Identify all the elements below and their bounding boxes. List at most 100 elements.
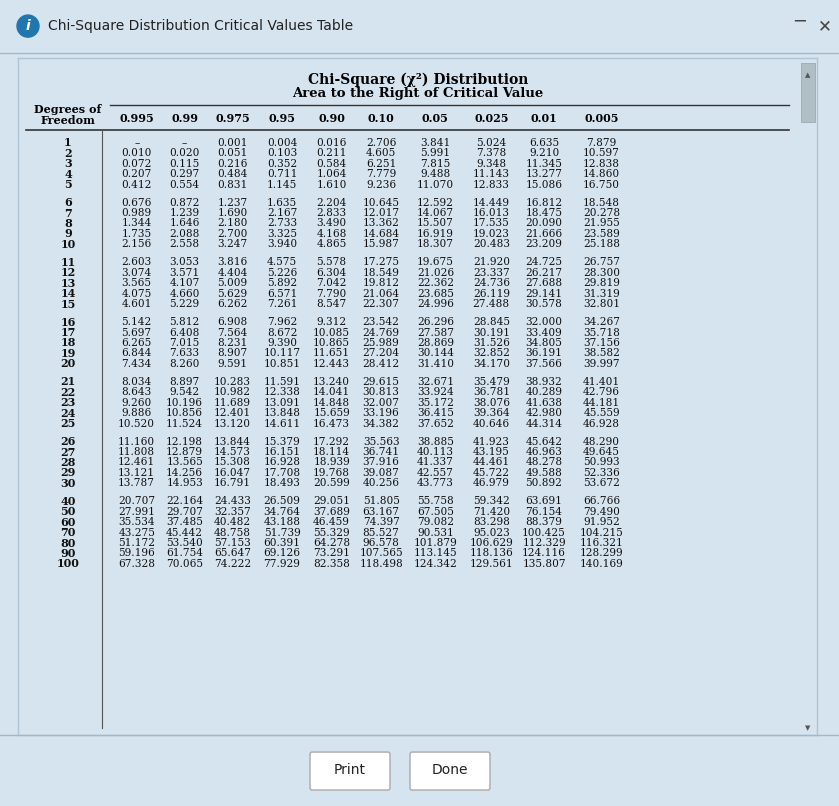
Text: 1.237: 1.237 (217, 197, 248, 208)
Text: 14.953: 14.953 (166, 478, 203, 488)
Text: 91.952: 91.952 (583, 517, 620, 527)
Text: 29.051: 29.051 (313, 496, 350, 506)
Text: 30.578: 30.578 (525, 299, 562, 309)
Text: 1.646: 1.646 (169, 218, 200, 228)
Text: 30.813: 30.813 (362, 388, 399, 397)
Text: 40.289: 40.289 (525, 388, 562, 397)
Text: 112.329: 112.329 (522, 538, 565, 548)
Text: 0.584: 0.584 (316, 159, 347, 168)
Text: 33.196: 33.196 (362, 408, 399, 418)
Text: 29: 29 (60, 467, 76, 479)
Text: 51.739: 51.739 (263, 528, 300, 538)
Text: 16.013: 16.013 (473, 208, 510, 218)
Text: 124.342: 124.342 (414, 559, 457, 569)
Text: 37.485: 37.485 (166, 517, 203, 527)
Text: 25: 25 (60, 418, 76, 429)
Text: 12.592: 12.592 (417, 197, 454, 208)
Text: Area to the Right of Critical Value: Area to the Right of Critical Value (292, 87, 544, 100)
Text: 1: 1 (64, 138, 72, 148)
Text: 13.120: 13.120 (214, 418, 251, 429)
Text: 13.240: 13.240 (313, 377, 350, 387)
Text: 5.578: 5.578 (316, 257, 347, 268)
Text: 4.168: 4.168 (316, 229, 347, 239)
Text: 10.196: 10.196 (166, 397, 203, 408)
Text: 4.605: 4.605 (366, 148, 396, 158)
Text: 4.601: 4.601 (122, 299, 152, 309)
Text: 7: 7 (64, 208, 72, 218)
Text: 24.996: 24.996 (417, 299, 454, 309)
Text: 27.204: 27.204 (362, 348, 399, 359)
Text: 0.99: 0.99 (171, 114, 198, 124)
Text: 6.251: 6.251 (366, 159, 396, 168)
Text: 15.379: 15.379 (263, 437, 300, 447)
Text: 22: 22 (60, 387, 76, 398)
Text: 10.865: 10.865 (313, 338, 350, 348)
Text: 5.812: 5.812 (169, 318, 200, 327)
Text: 21.666: 21.666 (525, 229, 563, 239)
FancyBboxPatch shape (410, 752, 490, 790)
Text: 0.004: 0.004 (267, 138, 297, 148)
Text: 7.434: 7.434 (122, 359, 152, 369)
Text: 9.312: 9.312 (316, 318, 347, 327)
Text: 10.283: 10.283 (214, 377, 251, 387)
Text: 43.275: 43.275 (118, 528, 155, 538)
Text: 24: 24 (60, 408, 76, 418)
Text: 74.397: 74.397 (362, 517, 399, 527)
Text: 2.156: 2.156 (122, 239, 152, 249)
Text: 16.151: 16.151 (263, 447, 300, 457)
Text: 129.561: 129.561 (470, 559, 513, 569)
Text: 0.05: 0.05 (422, 114, 449, 124)
Text: 23.589: 23.589 (583, 229, 620, 239)
Text: 113.145: 113.145 (414, 548, 457, 559)
Text: 32.357: 32.357 (214, 507, 251, 517)
Text: 55.329: 55.329 (313, 528, 350, 538)
Text: 135.807: 135.807 (522, 559, 565, 569)
Text: 40.482: 40.482 (214, 517, 251, 527)
Text: 18.475: 18.475 (525, 208, 562, 218)
Text: 37.566: 37.566 (525, 359, 562, 369)
Text: 2.180: 2.180 (217, 218, 248, 228)
Text: 44.461: 44.461 (472, 458, 510, 467)
Text: 13.362: 13.362 (362, 218, 399, 228)
Text: 9.542: 9.542 (169, 388, 200, 397)
Text: Chi-Square (χ²) Distribution: Chi-Square (χ²) Distribution (308, 73, 528, 87)
Text: 50.993: 50.993 (583, 458, 620, 467)
Text: 16: 16 (60, 317, 76, 328)
Text: 40.113: 40.113 (417, 447, 454, 457)
Text: 8.672: 8.672 (267, 327, 297, 338)
Text: 9.390: 9.390 (267, 338, 297, 348)
Text: 0.995: 0.995 (119, 114, 154, 124)
Text: 16.473: 16.473 (313, 418, 350, 429)
Text: 46.928: 46.928 (583, 418, 620, 429)
Text: 31.526: 31.526 (473, 338, 510, 348)
Text: 38.076: 38.076 (473, 397, 510, 408)
Text: 4.107: 4.107 (169, 278, 200, 289)
Text: 0.020: 0.020 (169, 148, 200, 158)
Text: 46.459: 46.459 (313, 517, 350, 527)
Text: 0.711: 0.711 (267, 169, 297, 179)
Text: 20.483: 20.483 (473, 239, 510, 249)
Text: 82.358: 82.358 (313, 559, 350, 569)
Text: 106.629: 106.629 (470, 538, 513, 548)
Text: Chi-Square Distribution Critical Values Table: Chi-Square Distribution Critical Values … (48, 19, 353, 33)
Text: 3.571: 3.571 (169, 268, 200, 278)
Text: 67.328: 67.328 (118, 559, 155, 569)
Text: 79.082: 79.082 (417, 517, 454, 527)
Text: 7.879: 7.879 (586, 138, 617, 148)
Text: 27.991: 27.991 (118, 507, 155, 517)
Text: 15.086: 15.086 (525, 180, 562, 189)
Text: 24.769: 24.769 (362, 327, 399, 338)
Text: 59.196: 59.196 (118, 548, 155, 559)
Text: 13.848: 13.848 (263, 408, 300, 418)
Text: 2.700: 2.700 (217, 229, 248, 239)
Text: 34.382: 34.382 (362, 418, 399, 429)
Text: 28.412: 28.412 (362, 359, 399, 369)
Text: 23.685: 23.685 (417, 289, 454, 299)
Text: 8.034: 8.034 (122, 377, 152, 387)
Text: 49.588: 49.588 (525, 468, 562, 478)
Text: 27.688: 27.688 (525, 278, 563, 289)
Text: 30: 30 (60, 478, 76, 488)
Text: 90.531: 90.531 (417, 528, 454, 538)
Text: 35.534: 35.534 (118, 517, 155, 527)
Text: 6: 6 (64, 197, 72, 208)
